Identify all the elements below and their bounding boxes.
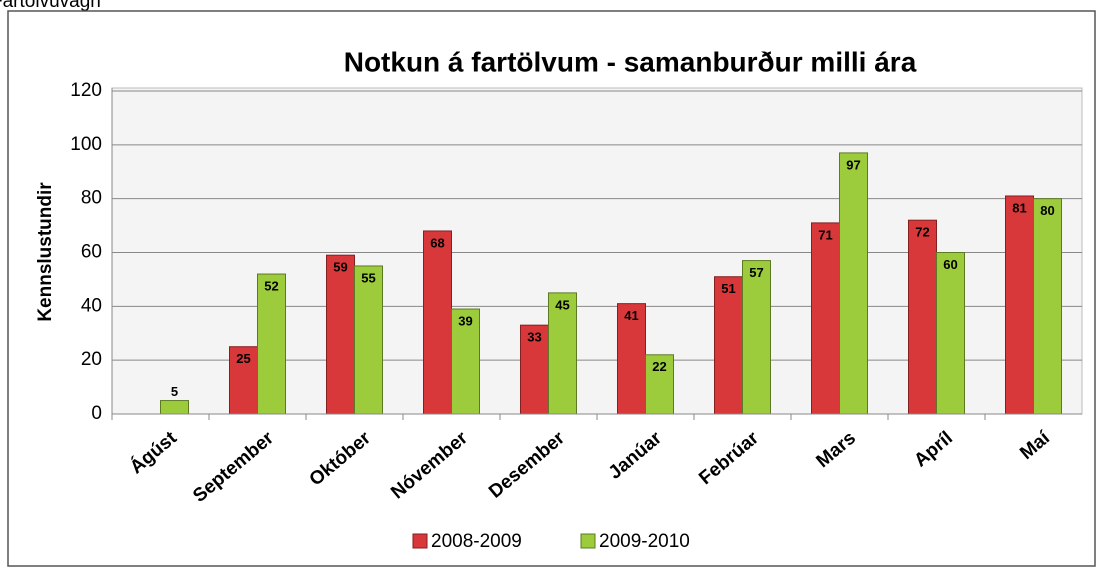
data-label: 72 [915,225,929,240]
data-label: 57 [749,265,763,280]
data-label: 41 [624,308,638,323]
data-label: 68 [430,235,444,250]
bar [908,219,937,415]
y-tick-label: 80 [81,188,102,209]
bar [451,308,480,415]
bar [1005,195,1034,415]
bar [714,276,743,415]
data-label: 25 [236,351,250,366]
y-tick-label: 100 [70,134,102,155]
data-label: 22 [652,359,666,374]
data-label: 80 [1040,203,1054,218]
bar [936,252,965,415]
data-label: 60 [943,257,957,272]
data-label: 55 [361,270,375,285]
bar [839,152,868,415]
bar [617,303,646,415]
bar [423,230,452,415]
bar [257,273,286,415]
bar [1033,198,1062,415]
data-label: 52 [264,278,278,293]
bar [326,254,355,415]
data-label: 97 [846,157,860,172]
data-label: 5 [171,384,178,399]
y-tick-label: 60 [81,242,102,263]
chart-title: Notkun á fartölvum - samanburður milli á… [344,46,917,77]
legend-swatch [412,533,428,549]
bar [160,400,189,415]
y-tick-label: 0 [91,403,102,424]
y-axis-label: Kennslustundir [35,182,56,322]
y-tick-label: 20 [81,349,102,370]
legend-swatch [580,533,596,549]
bar [645,354,674,415]
data-label: 81 [1012,200,1026,215]
data-label: 45 [555,297,569,312]
legend-label: 2008-2009 [431,531,522,552]
data-label: 59 [333,260,347,275]
bar [520,324,549,415]
data-label: 39 [458,313,472,328]
bar [811,222,840,415]
caption: Fartölvuvagn [0,0,101,12]
bar [354,265,383,415]
data-label: 51 [721,281,735,296]
legend-label: 2009-2010 [599,531,690,552]
y-tick-label: 40 [81,295,102,316]
bar [548,292,577,415]
y-tick-label: 120 [70,80,102,101]
data-label: 71 [818,227,832,242]
data-label: 33 [527,330,541,345]
bar [742,260,771,415]
